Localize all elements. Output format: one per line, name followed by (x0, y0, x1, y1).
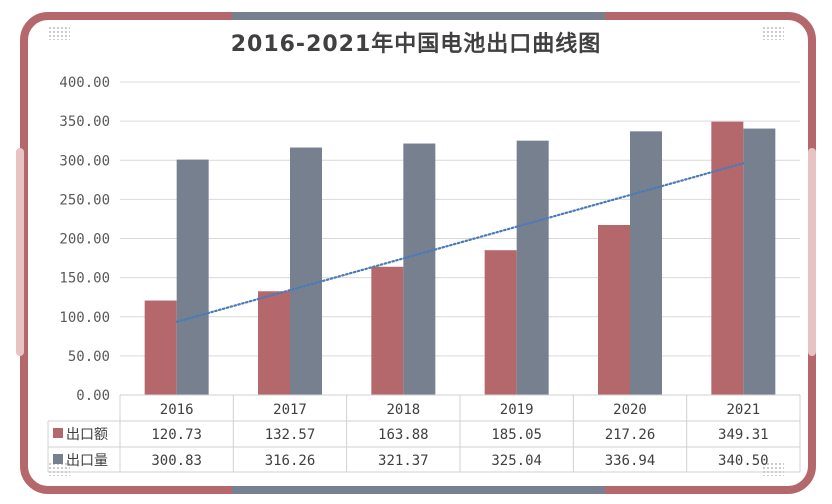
bar-出口量-2020 (630, 131, 662, 395)
y-tick-label: 400.00 (59, 75, 110, 91)
data-table-cell: 316.26 (265, 453, 316, 469)
data-table-cell: 163.88 (378, 427, 429, 443)
data-table-cell: 300.83 (151, 453, 202, 469)
trendline (175, 162, 745, 323)
bar-出口量-2018 (403, 143, 436, 395)
bar-出口量-2019 (516, 140, 549, 395)
y-tick-label: 150.00 (59, 271, 110, 287)
data-table-cell: 321.37 (378, 453, 429, 469)
x-category-label: 2021 (726, 402, 760, 418)
x-category-label: 2018 (386, 402, 420, 418)
data-table-cell: 349.31 (718, 427, 769, 443)
y-tick-label: 50.00 (68, 349, 110, 365)
data-table-cell: 120.73 (151, 427, 202, 443)
data-table-cell: 325.04 (491, 453, 542, 469)
legend-swatch-出口额 (53, 428, 63, 438)
y-tick-label: 250.00 (59, 192, 110, 208)
bar-出口额-2019 (484, 250, 517, 395)
data-table-cell: 340.50 (718, 453, 769, 469)
dots-decoration (762, 26, 784, 40)
data-table-cell: 336.94 (605, 453, 656, 469)
y-tick-label: 100.00 (59, 310, 110, 326)
bar-出口额-2016 (144, 300, 177, 395)
legend-swatch-出口量 (53, 454, 63, 464)
bar-出口量-2016 (176, 159, 209, 395)
side-tab-right (808, 148, 816, 356)
y-tick-label: 200.00 (59, 232, 110, 248)
y-tick-label: 0.00 (76, 388, 110, 404)
bar-出口量-2021 (743, 128, 776, 395)
bar-出口额-2018 (371, 266, 404, 395)
dots-decoration (48, 26, 70, 40)
data-table-cell: 217.26 (605, 427, 656, 443)
data-table-cell: 185.05 (491, 427, 542, 443)
bar-出口额-2021 (711, 121, 744, 396)
frame-accent-bottom (232, 486, 605, 494)
x-category-label: 2019 (500, 402, 534, 418)
bar-出口量-2017 (290, 147, 322, 395)
bar-出口额-2020 (598, 224, 630, 395)
frame-accent-top (232, 12, 605, 20)
x-category-label: 2020 (613, 402, 647, 418)
side-tab-left (16, 148, 24, 356)
x-category-label: 2017 (273, 402, 307, 418)
y-tick-label: 350.00 (59, 114, 110, 130)
bar-出口额-2017 (258, 291, 290, 395)
x-category-label: 2016 (160, 402, 194, 418)
legend-label: 出口额 (66, 427, 108, 443)
y-tick-label: 300.00 (59, 153, 110, 169)
chart-title: 2016-2021年中国电池出口曲线图 (230, 32, 602, 57)
legend-label: 出口量 (66, 453, 108, 469)
data-table-cell: 132.57 (265, 427, 316, 443)
